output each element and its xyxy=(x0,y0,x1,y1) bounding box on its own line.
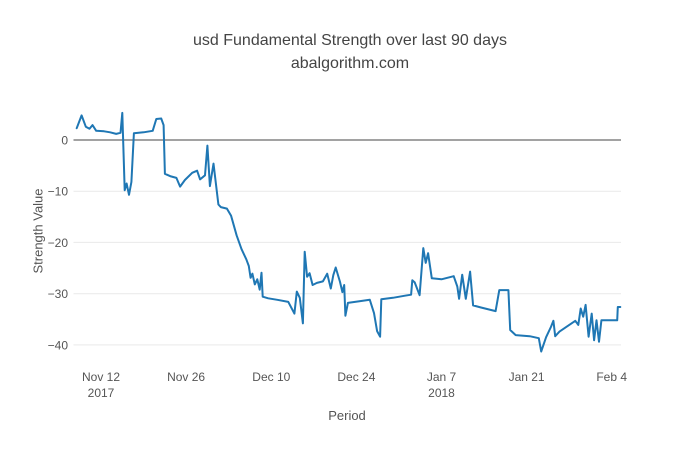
x-tick-label: Nov 26 xyxy=(167,370,205,384)
y-axis-title: Strength Value xyxy=(30,188,46,274)
chart-title-line1: usd Fundamental Strength over last 90 da… xyxy=(193,32,507,49)
x-tick-label: Jan 21 xyxy=(509,370,545,384)
x-tick-label: Dec 24 xyxy=(337,370,375,384)
x-axis-title: Period xyxy=(328,408,366,423)
x-tick-label: Feb 4 xyxy=(596,370,627,384)
chart-title: usd Fundamental Strength over last 90 da… xyxy=(0,29,700,75)
x-tick-year-label: 2018 xyxy=(428,386,455,400)
y-tick-label: 0 xyxy=(61,134,68,148)
x-tick-year-label: 2017 xyxy=(88,386,115,400)
y-tick-label: −10 xyxy=(48,185,69,199)
chart-title-subtitle: abalgorithm.com xyxy=(290,55,410,72)
y-tick-label: −20 xyxy=(48,236,69,250)
y-tick-label: −30 xyxy=(48,287,69,301)
y-tick-label: −40 xyxy=(48,338,69,352)
x-tick-label: Jan 7 xyxy=(427,370,457,384)
strength-line[interactable] xyxy=(75,111,622,353)
x-tick-label: Nov 12 xyxy=(82,370,120,384)
x-tick-label: Dec 10 xyxy=(252,370,290,384)
